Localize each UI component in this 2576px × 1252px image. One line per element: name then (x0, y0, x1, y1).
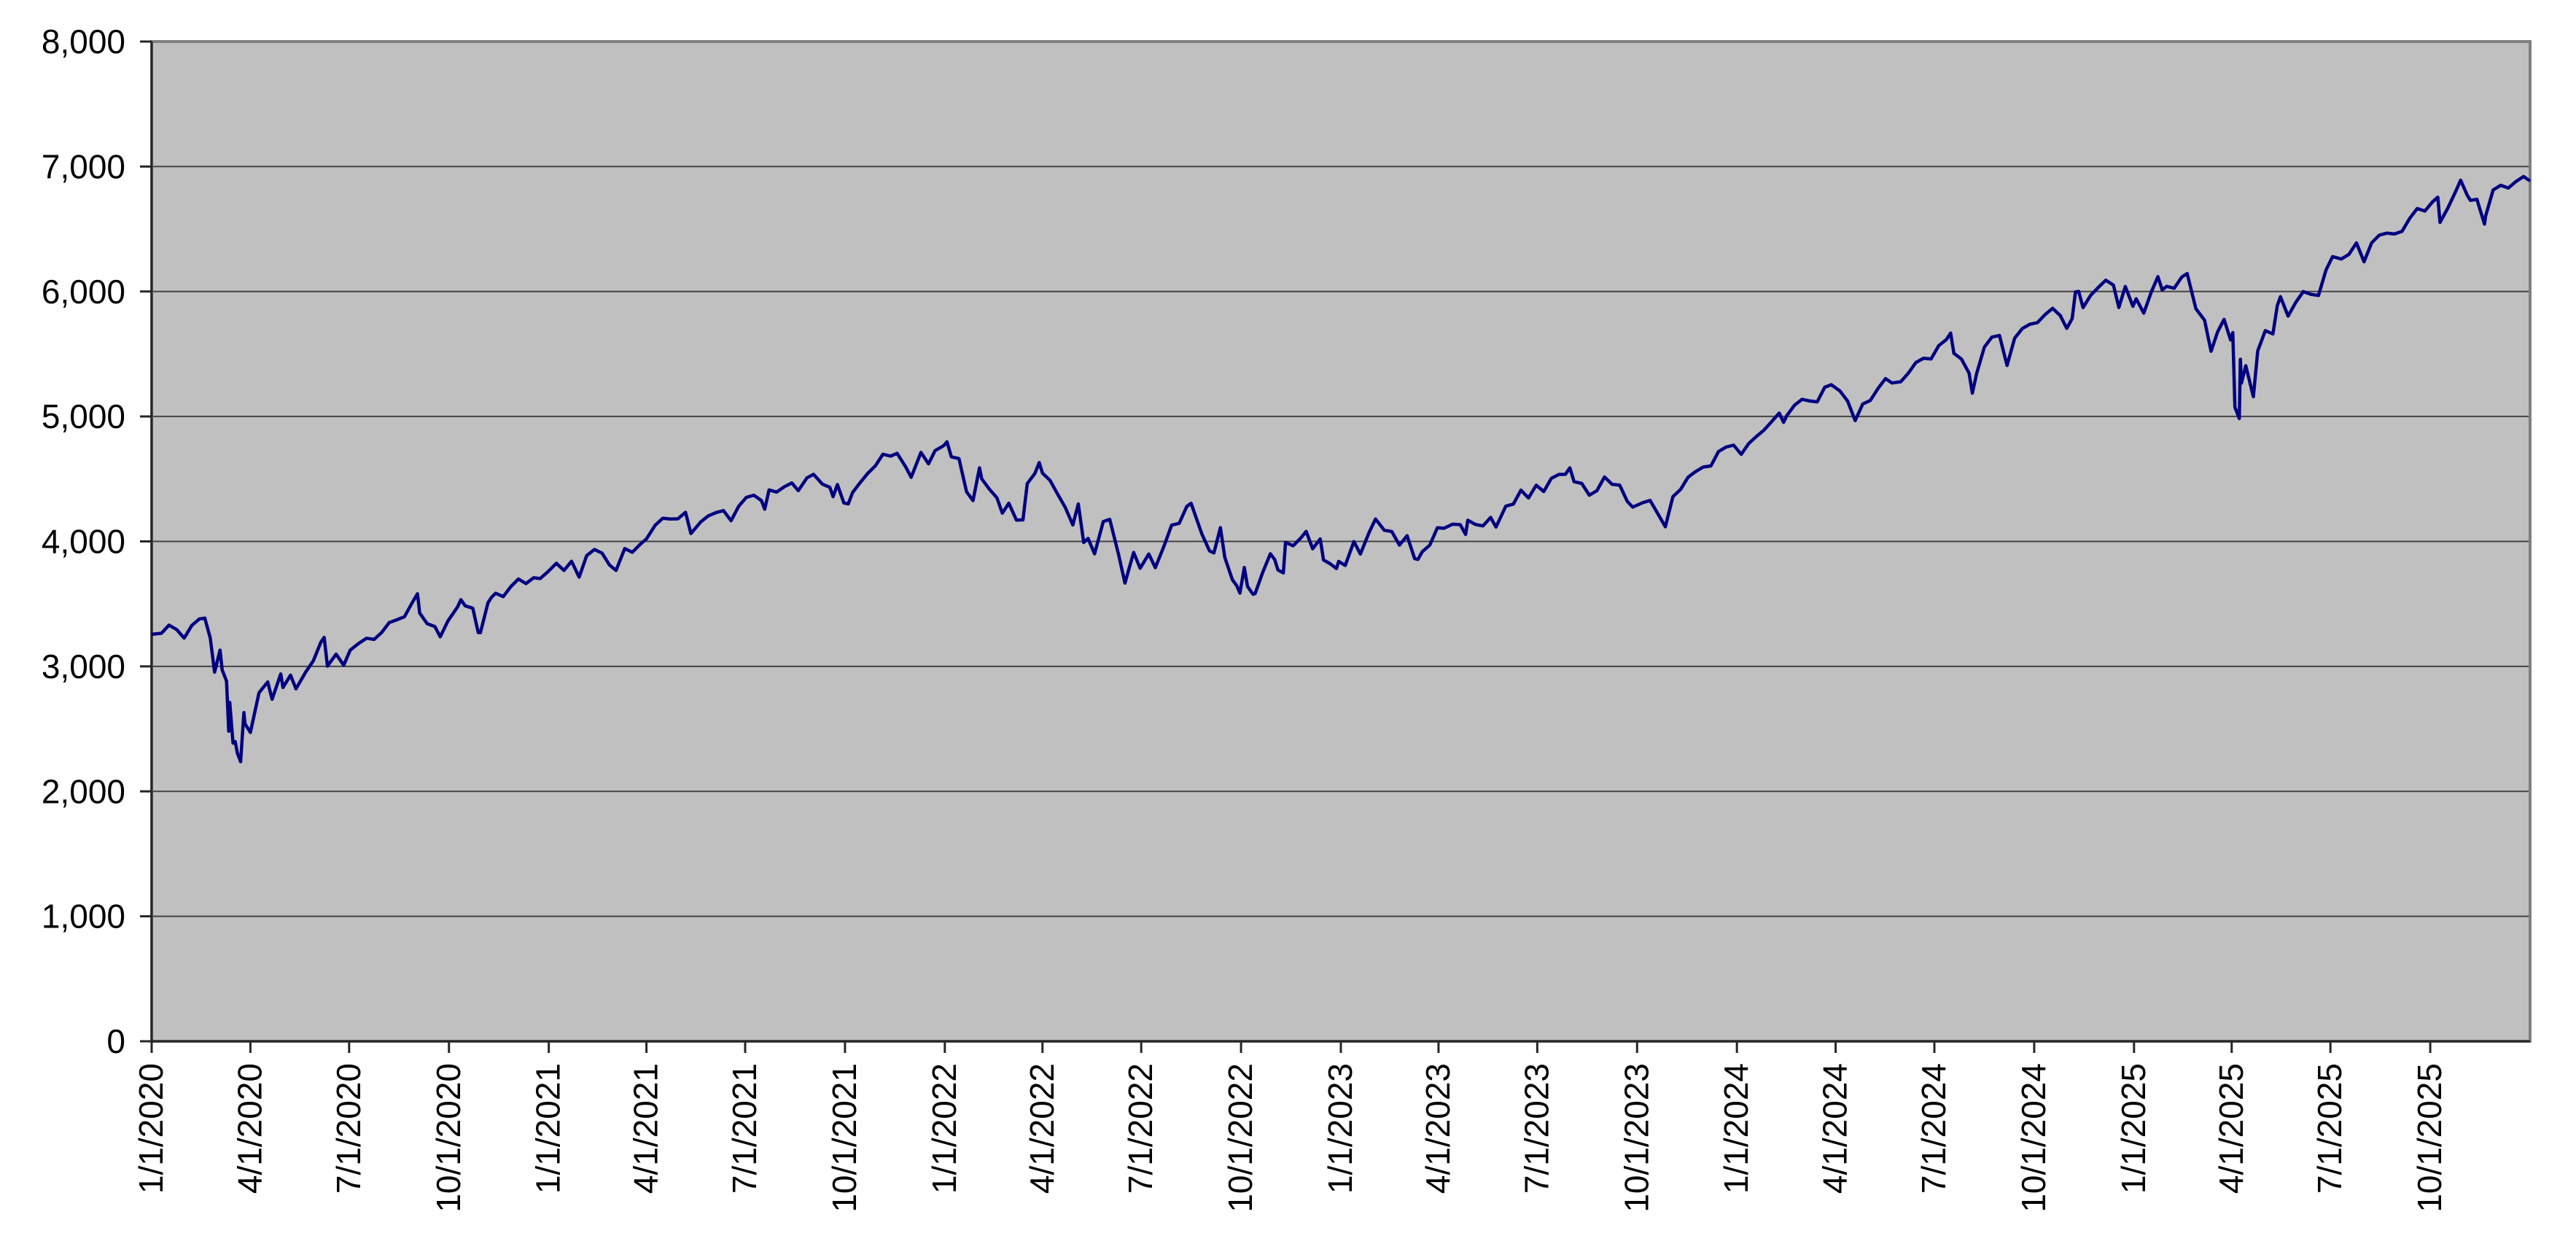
x-axis-label: 1/1/2025 (2114, 1063, 2152, 1194)
x-axis-label: 1/1/2023 (1321, 1063, 1359, 1194)
y-axis-ticks (140, 40, 152, 1043)
x-axis-label: 4/1/2022 (1023, 1063, 1061, 1194)
x-axis-label: 7/1/2025 (2311, 1063, 2349, 1194)
x-axis-label: 7/1/2024 (1915, 1063, 1953, 1194)
x-axis-label: 1/1/2020 (132, 1063, 170, 1194)
price-line (151, 174, 2531, 763)
x-axis-label: 7/1/2022 (1121, 1063, 1159, 1194)
y-axis-label: 8,000 (42, 23, 125, 61)
x-axis-label: 10/1/2025 (2410, 1063, 2448, 1213)
x-axis-label: 4/1/2025 (2212, 1063, 2250, 1194)
x-axis-labels: 1/1/2020 4/1/2020 7/1/2020 10/1/2020 1/1/202… (132, 1063, 2448, 1213)
x-axis-label: 10/1/2020 (429, 1063, 467, 1213)
y-axis-label: 0 (106, 1022, 125, 1060)
x-axis-label: 1/1/2022 (925, 1063, 963, 1194)
x-axis-label: 10/1/2024 (2015, 1063, 2052, 1213)
y-axis-label: 3,000 (42, 648, 125, 685)
x-axis-label: 10/1/2023 (1617, 1063, 1655, 1213)
x-axis-label: 4/1/2023 (1419, 1063, 1457, 1194)
x-axis-label: 10/1/2021 (825, 1063, 863, 1213)
x-axis-label: 7/1/2021 (725, 1063, 763, 1194)
x-axis-label: 1/1/2021 (529, 1063, 567, 1194)
x-axis-label: 7/1/2023 (1517, 1063, 1555, 1194)
x-axis-label: 4/1/2024 (1816, 1063, 1854, 1194)
x-axis-label: 7/1/2020 (330, 1063, 367, 1194)
y-axis-label: 5,000 (42, 397, 125, 435)
y-axis-label: 2,000 (42, 772, 125, 810)
x-axis-ticks (150, 1041, 2432, 1053)
y-axis-label: 4,000 (42, 523, 125, 561)
x-axis-label: 4/1/2020 (230, 1063, 268, 1194)
y-axis-label: 7,000 (42, 147, 125, 185)
y-axis-labels: 0 1,000 2,000 3,000 4,000 5,000 6,000 7,000 8,00… (42, 23, 125, 1060)
x-axis-label: 1/1/2024 (1717, 1063, 1755, 1194)
y-axis-label: 1,000 (42, 898, 125, 936)
x-axis-label: 10/1/2022 (1221, 1063, 1259, 1213)
y-axis-label: 6,000 (42, 273, 125, 311)
y-gridlines (152, 166, 2530, 917)
x-axis-label: 4/1/2021 (627, 1063, 665, 1194)
